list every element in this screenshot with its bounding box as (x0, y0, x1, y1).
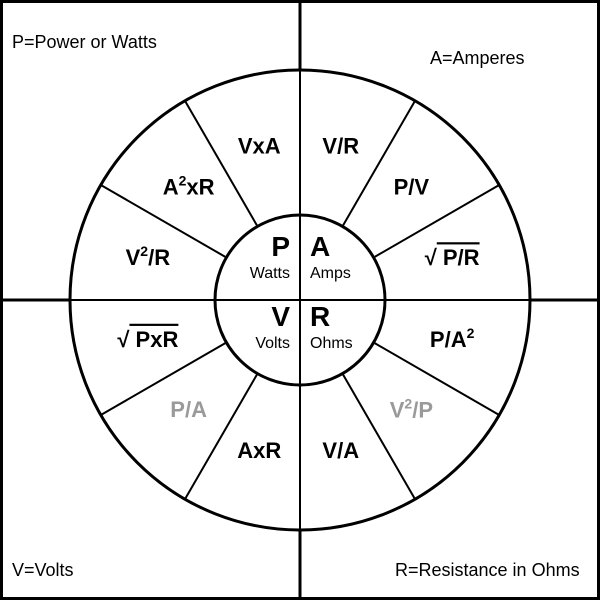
center-P: P (271, 231, 290, 262)
center-V-word: Volts (255, 335, 290, 352)
formula-AxR: AxR (237, 438, 281, 463)
corner-bottom-right: R=Resistance in Ohms (395, 560, 580, 581)
formula-V/R: V/R (322, 134, 359, 159)
center-R: R (310, 301, 330, 332)
formula-A^2xR: A2xR (163, 172, 215, 199)
formula-√(PxR): √ PxR (117, 327, 178, 352)
corner-bottom-left: V=Volts (12, 560, 74, 581)
formula-√(P/R): √ P/R (425, 245, 480, 270)
center-A-word: Amps (310, 265, 351, 282)
corner-top-left: P=Power or Watts (12, 32, 157, 53)
formula-V^2/P: V2/P (390, 395, 433, 422)
center-R-word: Ohms (310, 335, 353, 352)
formula-P/V: P/V (394, 174, 430, 199)
formula-V^2/R: V2/R (126, 243, 171, 270)
ohms-law-wheel: V/RP/V√ P/RP/A2V2/PV/AAxRP/A√ PxRV2/RA2x… (0, 0, 600, 600)
corner-top-right: A=Amperes (430, 48, 525, 69)
formula-VxA: VxA (238, 134, 281, 159)
formula-P/A: P/A (170, 397, 207, 422)
center-A: A (310, 231, 330, 262)
formula-V/A: V/A (322, 438, 359, 463)
center-P-word: Watts (250, 265, 290, 282)
center-V: V (271, 301, 290, 332)
